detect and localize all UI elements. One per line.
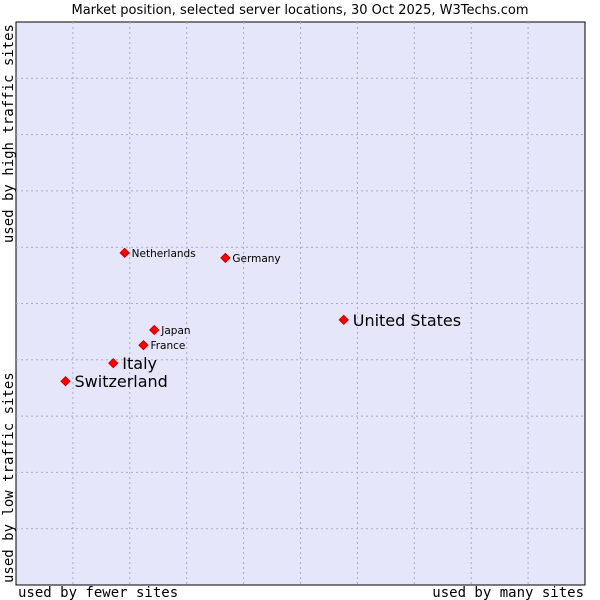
point-label-switzerland: Switzerland — [75, 372, 168, 391]
data-point-united-states[interactable]: United States — [338, 311, 461, 330]
point-marker-germany[interactable] — [220, 252, 231, 264]
point-marker-france[interactable] — [138, 339, 149, 351]
y-axis-label-top: used by high traffic sites — [1, 24, 17, 243]
chart-title: Market position, selected server locatio… — [71, 3, 528, 18]
points-layer: United States Netherlands Germany Japan Fran… — [60, 247, 461, 391]
data-point-italy[interactable]: Italy — [108, 354, 157, 373]
data-point-germany[interactable]: Germany — [220, 252, 281, 265]
data-point-france[interactable]: France — [138, 339, 185, 352]
point-label-germany: Germany — [232, 253, 280, 265]
point-label-italy: Italy — [122, 354, 157, 373]
x-axis-label-left: used by fewer sites — [18, 585, 178, 600]
y-axis-label-bottom: used by low traffic sites — [1, 372, 17, 583]
data-point-japan[interactable]: Japan — [149, 324, 191, 337]
point-marker-netherlands[interactable] — [119, 247, 130, 259]
data-point-switzerland[interactable]: Switzerland — [60, 372, 168, 391]
data-point-netherlands[interactable]: Netherlands — [119, 247, 196, 260]
point-marker-japan[interactable] — [149, 324, 160, 336]
grid-layer — [16, 22, 585, 585]
point-marker-switzerland[interactable] — [60, 375, 71, 387]
point-label-france: France — [150, 340, 185, 352]
point-marker-italy[interactable] — [108, 357, 119, 369]
point-label-united-states: United States — [353, 311, 461, 330]
point-label-netherlands: Netherlands — [132, 248, 196, 260]
point-label-japan: Japan — [160, 325, 190, 337]
x-axis-label-right: used by many sites — [432, 585, 584, 600]
point-marker-united-states[interactable] — [338, 314, 349, 326]
